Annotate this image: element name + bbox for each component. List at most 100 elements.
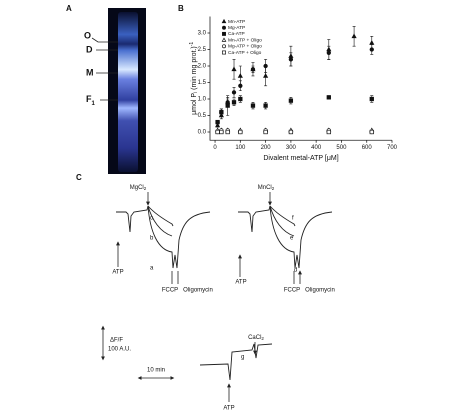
x-tick-label: 600 <box>362 145 373 151</box>
legend-label: Ca-ATP + Oligo <box>228 50 262 56</box>
point <box>326 95 331 100</box>
point <box>237 73 243 78</box>
gel-lane <box>118 12 138 172</box>
y-axis-label-part: i <box>193 92 199 93</box>
x-tick-label: 0 <box>213 145 217 151</box>
point <box>326 50 331 55</box>
y-axis-label-part: (min mg prot.) <box>191 46 198 92</box>
legend-marker <box>222 44 226 49</box>
chart: B 0 100 200 300 400 500 600 700 0.0 0.5 1.0 1.5 2.0 2… <box>178 4 398 162</box>
point <box>215 119 220 125</box>
legend-marker <box>222 50 226 55</box>
x-axis-label: Divalent metal-ATP [μM] <box>263 155 338 162</box>
y-axis-label: μmol Pi (min mg prot.)-1 <box>189 42 199 115</box>
addition-label: FCCP <box>284 288 300 294</box>
legend-label: Mn-ATP + Oligo <box>228 37 262 43</box>
trace <box>238 205 271 233</box>
trace-label: a <box>150 266 154 272</box>
point <box>231 90 237 95</box>
trace <box>199 343 273 381</box>
point <box>219 129 224 135</box>
trace <box>269 205 333 269</box>
legend-marker <box>221 18 227 24</box>
trace <box>116 205 149 233</box>
point <box>238 96 243 102</box>
point <box>369 47 374 52</box>
point <box>215 122 221 128</box>
point <box>369 40 375 45</box>
axis <box>209 16 392 141</box>
legend-marker <box>222 31 226 36</box>
y-tick-label: 2.5 <box>198 47 207 53</box>
trace-group <box>116 205 211 269</box>
trace-label: c <box>150 216 153 222</box>
y-tick-label: 1.5 <box>198 80 207 86</box>
point <box>369 96 374 102</box>
point <box>238 83 243 88</box>
trace-label: g <box>241 355 244 361</box>
trace <box>269 205 295 237</box>
point <box>225 129 230 135</box>
point <box>288 129 294 135</box>
trace <box>147 205 211 269</box>
addition-label: CaCl2 <box>248 335 264 342</box>
trace <box>147 205 174 227</box>
legend-marker <box>222 25 226 30</box>
legend-label: Mg-ATP + Oligo <box>228 44 262 50</box>
band-label: M <box>86 67 94 77</box>
trace <box>147 205 173 237</box>
legend-label: Mg-ATP <box>228 25 245 31</box>
point <box>351 33 357 39</box>
band-label: D <box>86 44 93 54</box>
trace-label: d <box>294 268 297 274</box>
x-tick-label: 200 <box>261 145 272 151</box>
addition-label: ATP <box>223 406 234 412</box>
point <box>288 57 294 62</box>
addition-label: MgCl2 <box>130 185 147 192</box>
point <box>215 129 220 135</box>
x-tick-label: 700 <box>387 145 398 151</box>
addition-label: FCCP <box>162 288 178 294</box>
addition-label: Oligomycin <box>305 288 335 294</box>
y-tick-label: 1.0 <box>198 97 207 103</box>
point <box>250 67 256 72</box>
band-pointer <box>91 37 118 101</box>
x-tick-label: 400 <box>311 145 322 151</box>
y-axis-label-part: -1 <box>189 42 195 47</box>
panel-label: A <box>66 4 72 13</box>
panel-label: C <box>76 173 82 182</box>
trace <box>269 205 296 227</box>
point <box>263 63 268 69</box>
point <box>238 129 243 135</box>
y-tick-label: 3.0 <box>198 31 207 37</box>
trace-group <box>238 205 333 269</box>
band-label: O <box>84 30 91 40</box>
y-axis-label-part: μmol P <box>191 93 198 115</box>
addition-label: Oligomycin <box>183 288 213 294</box>
point <box>326 129 331 135</box>
trace-label: f <box>292 216 294 222</box>
arrow <box>171 271 300 284</box>
y-tick-label: 0.0 <box>198 130 207 136</box>
legend-label: Mn-ATP <box>228 19 245 25</box>
point <box>369 129 374 135</box>
point <box>219 110 224 115</box>
scale-label: 100 A.U. <box>108 347 131 353</box>
band-label: F1 <box>86 94 96 106</box>
x-tick-label: 300 <box>286 145 297 151</box>
addition-label: MnCl2 <box>258 185 275 192</box>
scale-label: 10 min <box>147 368 165 374</box>
x-tick-label: 100 <box>235 145 246 151</box>
point <box>263 103 268 108</box>
scale-label: ΔF/F <box>110 338 123 344</box>
point <box>231 66 237 72</box>
point <box>263 73 269 78</box>
panel-label: B <box>178 4 184 13</box>
legend-marker <box>221 37 227 42</box>
point <box>250 103 256 108</box>
trace-label: e <box>290 236 294 242</box>
point <box>225 103 230 108</box>
point <box>263 129 268 135</box>
addition-label: ATP <box>112 270 123 276</box>
point <box>288 98 294 103</box>
